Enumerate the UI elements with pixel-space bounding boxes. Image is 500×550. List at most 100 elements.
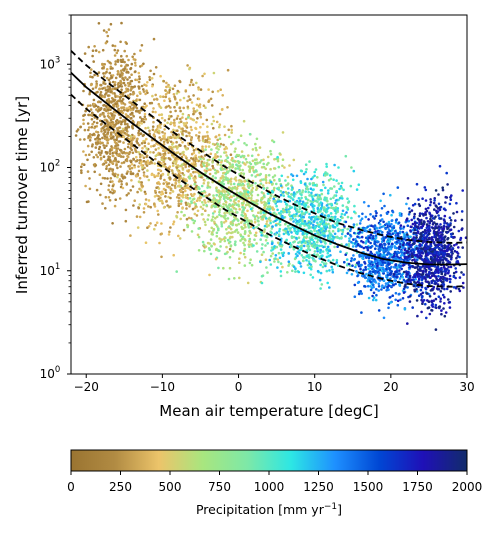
scatter-point bbox=[303, 219, 307, 223]
scatter-point bbox=[317, 248, 321, 251]
scatter-point bbox=[194, 170, 197, 174]
scatter-point bbox=[127, 152, 131, 155]
scatter-point bbox=[362, 241, 365, 244]
scatter-point bbox=[219, 240, 222, 243]
scatter-point bbox=[196, 117, 199, 120]
scatter-point bbox=[260, 234, 263, 237]
scatter-point bbox=[311, 276, 315, 279]
scatter-point bbox=[195, 159, 199, 163]
scatter-point bbox=[255, 225, 259, 229]
scatter-point bbox=[341, 209, 345, 213]
scatter-point bbox=[82, 89, 85, 93]
scatter-point bbox=[182, 153, 185, 156]
scatter-point bbox=[269, 263, 273, 266]
scatter-point bbox=[169, 191, 172, 195]
scatter-point bbox=[321, 180, 325, 184]
scatter-point bbox=[158, 199, 162, 202]
scatter-point bbox=[222, 182, 226, 186]
scatter-point bbox=[389, 272, 392, 275]
scatter-point bbox=[286, 187, 290, 190]
scatter-point bbox=[372, 296, 376, 300]
scatter-point bbox=[248, 169, 251, 172]
scatter-point bbox=[99, 193, 102, 197]
scatter-point bbox=[209, 252, 213, 256]
scatter-point bbox=[109, 137, 113, 140]
scatter-point bbox=[269, 149, 272, 153]
scatter-point bbox=[167, 157, 171, 160]
scatter-point bbox=[132, 58, 136, 61]
scatter-point bbox=[151, 125, 155, 128]
scatter-point bbox=[144, 117, 148, 121]
scatter-point bbox=[360, 311, 363, 314]
scatter-point bbox=[175, 101, 179, 105]
scatter-point bbox=[248, 219, 251, 222]
scatter-point bbox=[174, 158, 177, 161]
scatter-point bbox=[160, 116, 164, 120]
scatter-point bbox=[243, 180, 247, 183]
scatter-point bbox=[371, 263, 374, 267]
scatter-point bbox=[113, 114, 116, 117]
scatter-point bbox=[138, 176, 142, 180]
scatter-point bbox=[372, 291, 376, 295]
scatter-point bbox=[407, 254, 411, 258]
scatter-point bbox=[233, 185, 237, 189]
scatter-point bbox=[313, 229, 316, 232]
scatter-point bbox=[106, 158, 110, 161]
scatter-point bbox=[88, 113, 92, 117]
scatter-point bbox=[331, 229, 335, 233]
scatter-point bbox=[243, 231, 247, 234]
scatter-point bbox=[325, 162, 328, 166]
scatter-point bbox=[366, 255, 369, 259]
scatter-point bbox=[212, 204, 215, 208]
scatter-point bbox=[188, 134, 191, 137]
scatter-point bbox=[308, 216, 311, 219]
scatter-point bbox=[375, 287, 378, 291]
scatter-point bbox=[371, 298, 375, 302]
scatter-point bbox=[192, 118, 196, 122]
scatter-point bbox=[176, 211, 179, 214]
scatter-point bbox=[90, 68, 93, 71]
scatter-point bbox=[171, 133, 175, 136]
scatter-point bbox=[133, 147, 137, 150]
scatter-point bbox=[176, 174, 180, 177]
scatter-point bbox=[83, 113, 86, 117]
scatter-point bbox=[127, 125, 131, 129]
scatter-point bbox=[192, 197, 196, 201]
scatter-point bbox=[231, 249, 235, 253]
scatter-point bbox=[140, 119, 143, 123]
scatter-point bbox=[325, 165, 329, 168]
scatter-point bbox=[147, 199, 151, 202]
scatter-point bbox=[168, 230, 171, 234]
scatter-point bbox=[385, 289, 389, 292]
scatter-point bbox=[259, 209, 263, 213]
scatter-point bbox=[357, 292, 361, 296]
scatter-point bbox=[102, 144, 105, 147]
scatter-point bbox=[95, 80, 98, 83]
scatter-point bbox=[181, 172, 184, 175]
scatter-point bbox=[153, 227, 156, 231]
scatter-point bbox=[115, 163, 118, 167]
scatter-point bbox=[391, 237, 394, 241]
scatter-point bbox=[252, 226, 255, 230]
scatter-point bbox=[173, 105, 176, 109]
scatter-point bbox=[393, 250, 397, 254]
scatter-point bbox=[248, 239, 251, 243]
scatter-point bbox=[166, 173, 170, 177]
scatter-point bbox=[264, 244, 267, 247]
scatter-point bbox=[119, 80, 122, 83]
scatter-point bbox=[205, 161, 209, 165]
scatter-point bbox=[270, 246, 274, 249]
scatter-point bbox=[107, 112, 110, 115]
scatter-point bbox=[297, 210, 301, 213]
scatter-point bbox=[385, 211, 389, 215]
scatter-point bbox=[357, 183, 361, 186]
scatter-point bbox=[107, 155, 110, 158]
scatter-point bbox=[335, 189, 339, 193]
scatter-point bbox=[207, 213, 210, 217]
scatter-point bbox=[142, 156, 146, 159]
scatter-point bbox=[318, 244, 322, 248]
scatter-point bbox=[428, 232, 431, 236]
scatter-point bbox=[228, 240, 232, 244]
scatter-point bbox=[367, 264, 370, 268]
scatter-point bbox=[259, 238, 263, 241]
